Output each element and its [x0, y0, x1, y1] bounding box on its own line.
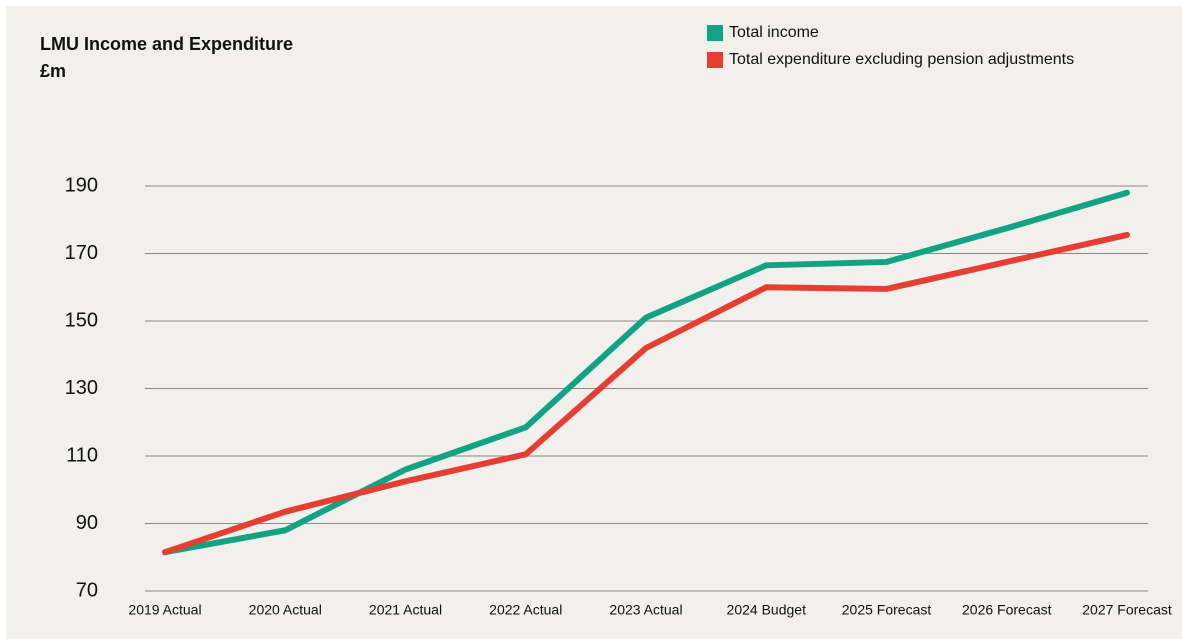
y-tick-label: 110 — [66, 444, 98, 466]
y-tick-label: 190 — [65, 174, 98, 196]
x-tick-label: 2022 Actual — [489, 602, 562, 618]
legend-label: Total expenditure excluding pension adju… — [729, 51, 1074, 68]
x-tick-label: 2025 Forecast — [842, 602, 932, 618]
data-line — [162, 231, 1130, 556]
y-tick-label: 150 — [65, 309, 98, 331]
x-tick-label: 2023 Actual — [609, 602, 682, 618]
y-tick-label: 90 — [76, 512, 98, 534]
x-tick-label: 2019 Actual — [128, 602, 201, 618]
background — [6, 6, 1182, 639]
legend-swatch — [707, 52, 723, 68]
legend-label: Total income — [729, 24, 819, 41]
legend-swatch — [707, 25, 723, 41]
data-line — [162, 189, 1130, 556]
y-axis-label: £m — [40, 61, 66, 81]
x-tick-label: 2024 Budget — [727, 602, 807, 618]
x-tick-label: 2026 Forecast — [962, 602, 1052, 618]
y-tick-label: 70 — [76, 579, 98, 601]
x-tick-label: 2021 Actual — [369, 602, 442, 618]
x-tick-label: 2027 Forecast — [1082, 602, 1172, 618]
y-tick-label: 130 — [65, 377, 98, 399]
chart-title: LMU Income and Expenditure — [40, 34, 293, 54]
x-tick-label: 2020 Actual — [249, 602, 322, 618]
y-tick-label: 170 — [65, 242, 98, 264]
